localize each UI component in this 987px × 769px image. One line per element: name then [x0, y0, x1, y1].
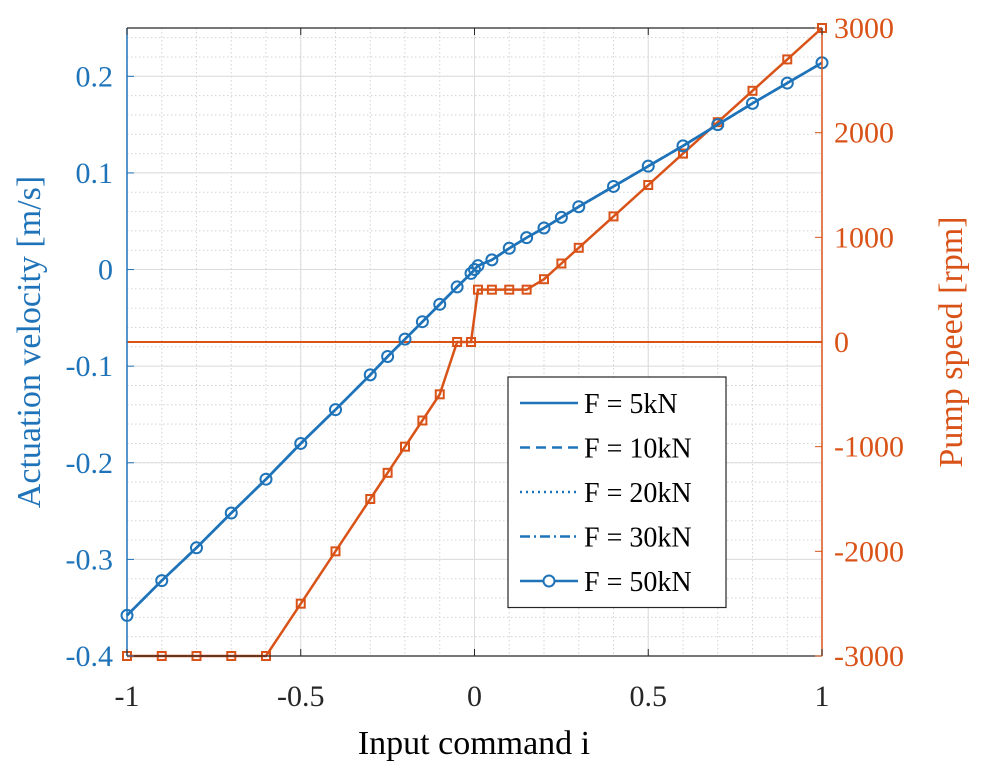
pump-speed-point — [678, 148, 688, 159]
y-axis-label-right: Pump speed [rpm] — [933, 216, 970, 467]
velocity-point — [780, 76, 794, 90]
left-tick-label: -0.2 — [66, 447, 114, 480]
velocity-point — [554, 210, 568, 224]
pump-speed-point — [608, 211, 619, 222]
pump-speed-point — [486, 284, 497, 295]
velocity-point — [471, 259, 485, 273]
x-tick-label: 1 — [815, 680, 830, 713]
velocity-point — [450, 280, 464, 294]
right-tick-label: 2000 — [834, 117, 894, 150]
pump-speed-point — [556, 258, 567, 269]
x-axis-label: Input command i — [358, 725, 590, 762]
pump-speed-point — [573, 242, 584, 253]
velocity-point — [468, 263, 481, 277]
x-tick-label: 0 — [467, 680, 482, 713]
velocity-point — [329, 403, 342, 417]
pump-speed-point — [365, 494, 376, 504]
velocity-point — [224, 506, 238, 520]
left-tick-label: 0 — [98, 254, 113, 287]
legend-marker — [542, 574, 556, 588]
legend-label-3: F = 20kN — [584, 478, 692, 509]
velocity-point — [502, 241, 516, 255]
x-tick-label: 0.5 — [630, 680, 668, 713]
velocity-point — [398, 332, 412, 346]
velocity-point — [155, 574, 169, 588]
left-tick-label: -0.1 — [66, 350, 114, 383]
left-tick-label: 0.1 — [76, 157, 114, 190]
x-tick-label: -1 — [115, 680, 140, 713]
right-tick-label: -2000 — [834, 535, 904, 568]
velocity-point — [711, 118, 725, 132]
right-tick-label: -3000 — [834, 640, 904, 673]
velocity-point — [363, 368, 377, 382]
velocity-point — [537, 221, 551, 235]
pump-speed-point — [747, 85, 758, 96]
velocity-point — [485, 253, 499, 267]
velocity-point — [433, 297, 447, 311]
velocity-point — [676, 139, 690, 153]
series-line-pump-speed — [127, 27, 823, 658]
pump-speed-point — [330, 546, 341, 557]
velocity-point — [294, 436, 308, 450]
pump-speed-point — [539, 274, 549, 285]
pump-speed-point — [521, 284, 532, 295]
pump-speed-point — [452, 337, 463, 347]
velocity-point — [572, 200, 586, 214]
velocity-point — [464, 266, 478, 280]
y-axis-label-left: Actuation velocity [m/s] — [11, 176, 48, 508]
pump-speed-point — [382, 467, 393, 478]
right-tick-label: 1000 — [834, 221, 894, 254]
pump-speed-point — [400, 441, 410, 452]
right-tick-label: 3000 — [834, 12, 894, 45]
pump-speed-point — [434, 389, 445, 400]
velocity-point — [607, 179, 620, 193]
pump-speed-point — [295, 598, 306, 609]
legend-label-5: F = 50kN — [584, 567, 692, 598]
velocity-point — [746, 96, 759, 110]
right-tick-label: 0 — [834, 326, 849, 359]
legend: F = 5kN F = 10kN F = 20kN F = 30kN F = 50kN — [507, 376, 727, 609]
right-tick-label: -1000 — [834, 431, 904, 464]
legend-label-1: F = 5kN — [584, 389, 678, 420]
pump-speed-point — [504, 284, 515, 295]
left-tick-label: 0.2 — [76, 60, 114, 93]
left-tick-label: -0.3 — [66, 543, 114, 576]
x-tick-label: -0.5 — [277, 680, 325, 713]
pump-speed-point — [466, 337, 477, 347]
pump-speed-point — [643, 180, 654, 190]
left-tick-label: -0.4 — [66, 640, 114, 673]
velocity-point — [520, 231, 534, 245]
legend-label-2: F = 10kN — [584, 434, 692, 465]
velocity-point — [190, 541, 203, 555]
pump-speed-point — [472, 284, 483, 295]
velocity-point — [415, 315, 429, 329]
pump-speed-point — [782, 54, 793, 65]
velocity-point — [641, 159, 655, 173]
legend-label-4: F = 30kN — [584, 523, 692, 554]
pump-speed-point — [417, 415, 428, 426]
velocity-point — [381, 349, 395, 363]
axes: -1 -0.5 0 0.5 1 -0.4 -0.3 -0.2 -0.1 0 0.1 0.2 -3000 -… — [66, 12, 905, 713]
velocity-point — [259, 472, 273, 486]
